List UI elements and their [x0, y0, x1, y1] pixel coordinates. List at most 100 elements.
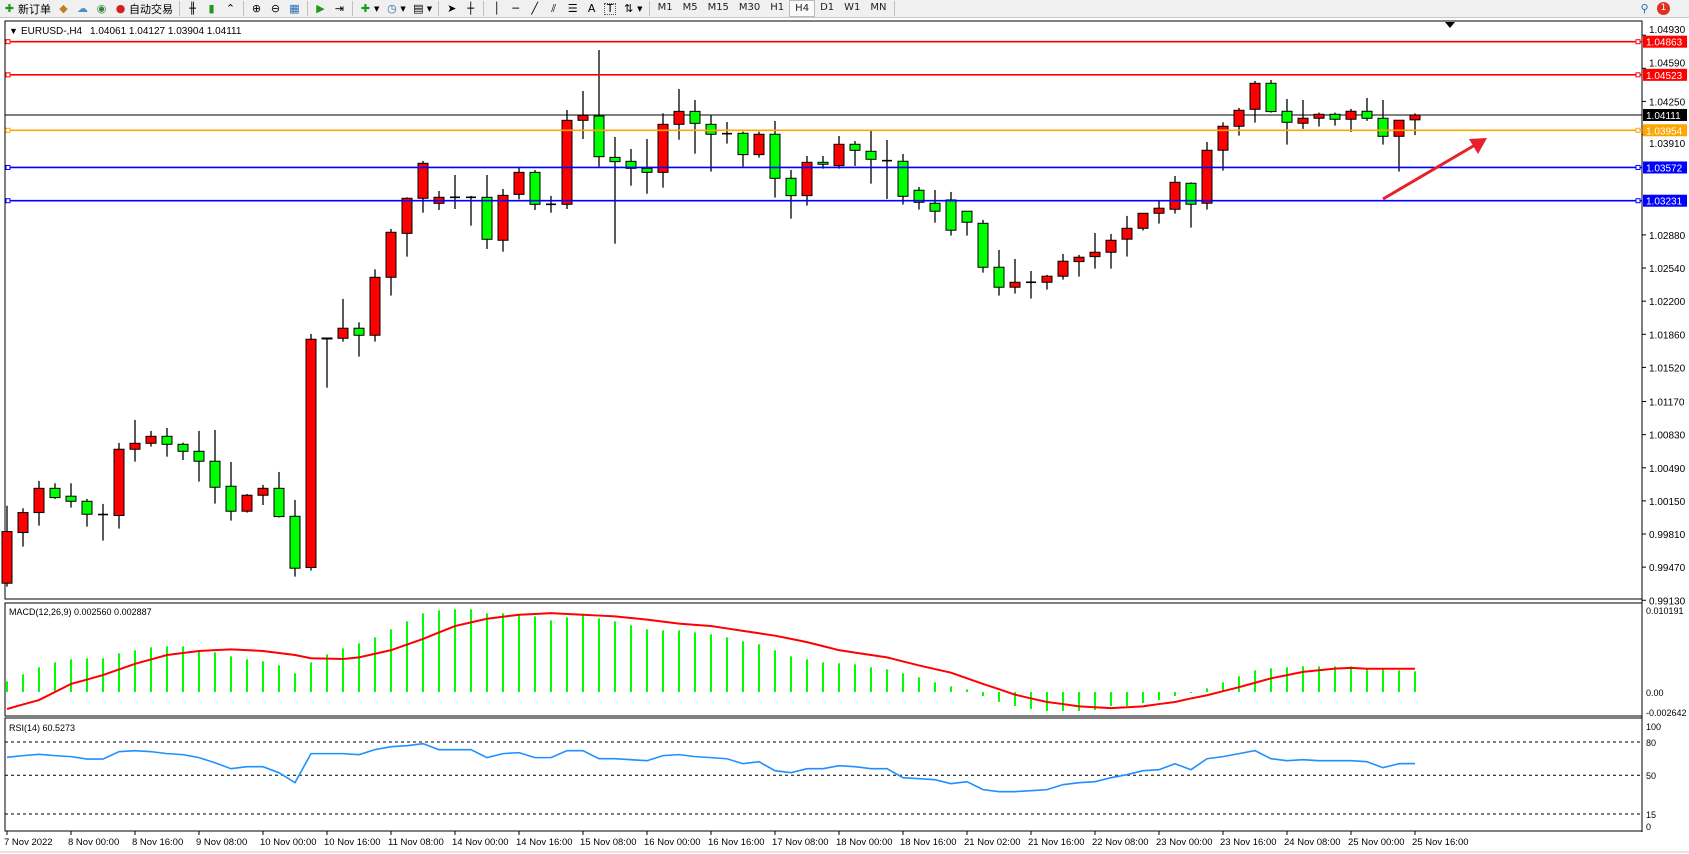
candle [753, 131, 765, 158]
timeframe-w1[interactable]: W1 [844, 2, 861, 13]
timeframe-m5[interactable]: M5 [682, 2, 698, 13]
candle [865, 130, 877, 184]
macd-scale-label: 0.00 [1646, 688, 1664, 698]
timeframe-m15[interactable]: M15 [707, 2, 729, 13]
rsi-scale-label: 50 [1646, 771, 1656, 781]
candle [977, 219, 989, 273]
candlestick-button[interactable]: ▮ [202, 0, 221, 17]
rsi-scale-label: 80 [1646, 738, 1656, 748]
timeframe-mn[interactable]: MN [870, 2, 887, 13]
candle [673, 89, 685, 140]
bar-chart-icon: ╫ [189, 2, 196, 15]
level-price-tag [1643, 161, 1687, 174]
candle [177, 442, 189, 460]
candle [497, 189, 509, 252]
candle [1249, 80, 1261, 123]
candle [801, 155, 813, 206]
new-order-button[interactable]: ✚ 新订单 [0, 0, 54, 17]
candle-body [33, 487, 45, 514]
toolbar-divider [352, 1, 353, 16]
auto-scroll-button[interactable]: ▶ [311, 0, 330, 17]
time-tick-label: 14 Nov 16:00 [516, 837, 573, 848]
candle [417, 160, 429, 213]
trendline-button[interactable]: ╱ [525, 0, 544, 17]
candle-body [593, 115, 605, 158]
candle [337, 298, 349, 342]
toolbar: ✚ 新订单 ◆ ☁ ◉ ● 自动交易 ╫ ▮ ⌃ ⊕ ⊖ ▦ ▶ ⇥ ✚ ▼ ◷ ▼… [0, 0, 1689, 18]
time-tick-label: 21 Nov 16:00 [1028, 837, 1085, 848]
timeframe-d1[interactable]: D1 [820, 2, 835, 13]
horizontal-line-button[interactable]: ─ [506, 0, 525, 17]
cursor-button[interactable]: ➤ [442, 0, 461, 17]
candle [81, 498, 93, 527]
timeframe-h4[interactable]: H4 [789, 0, 816, 17]
candle-body [1009, 281, 1021, 288]
zoom-out-button[interactable]: ⊖ [266, 0, 285, 17]
indicators-button[interactable]: ✚ ▼ [356, 0, 382, 17]
timeframe-m1[interactable]: M1 [657, 2, 673, 13]
candle [401, 197, 413, 257]
candle-body [673, 110, 685, 125]
candle [353, 322, 365, 357]
signals-button[interactable]: ◉ [92, 0, 111, 17]
notifications-button[interactable]: 1 [1654, 0, 1673, 17]
crosshair-button[interactable]: ┼ [461, 0, 480, 17]
candle [817, 155, 829, 169]
zoom-in-button[interactable]: ⊕ [247, 0, 266, 17]
templates-button[interactable]: ▤ ▼ [409, 0, 435, 17]
rsi-scale-label: 100 [1646, 722, 1661, 732]
price-tick-label: 1.01170 [1649, 398, 1685, 409]
candle [385, 228, 397, 296]
chart-shift-button[interactable]: ⇥ [330, 0, 349, 17]
level-handle-left [5, 39, 11, 45]
candle-body [481, 196, 493, 240]
candle-body [49, 487, 61, 499]
text-label-icon: T [604, 2, 617, 15]
tile-windows-button[interactable]: ▦ [285, 0, 304, 17]
candle-body [1281, 110, 1293, 123]
toolbar-divider [438, 1, 440, 16]
price-tick-label: 1.00490 [1649, 464, 1686, 475]
level-price-label: 1.04863 [1646, 38, 1683, 49]
candle [1265, 79, 1277, 113]
candle-body [497, 194, 509, 241]
candle-body [113, 448, 125, 517]
auto-trading-button[interactable]: ● 自动交易 [111, 0, 176, 17]
candle-body [561, 119, 573, 205]
candlestick-icon: ▮ [208, 2, 215, 15]
arrows-button[interactable]: ⇅ ▼ [619, 0, 645, 17]
candle-body [1345, 110, 1357, 120]
chart-window[interactable]: ▼ EURUSD-,H4 1.04061 1.04127 1.03904 1.041… [0, 18, 1689, 854]
bar-chart-button[interactable]: ╫ [183, 0, 202, 17]
periods-button[interactable]: ◷ ▼ [382, 0, 408, 17]
vertical-line-button[interactable]: │ [487, 0, 506, 17]
candle [1073, 254, 1085, 277]
candle-body [737, 132, 749, 156]
timeframe-h1[interactable]: H1 [770, 2, 785, 13]
candle-body [769, 133, 781, 179]
time-tick-label: 21 Nov 02:00 [964, 837, 1021, 848]
chart-ohlc-readout: 1.04061 1.04127 1.03904 1.04111 [90, 26, 242, 37]
text-label-button[interactable]: T [601, 0, 619, 17]
fibonacci-button[interactable]: ☰ [563, 0, 582, 17]
candle-body [1089, 251, 1101, 258]
timeframe-m30[interactable]: M30 [738, 2, 761, 13]
line-chart-button[interactable]: ⌃ [221, 0, 240, 17]
metaeditor-button[interactable]: ☁ [73, 0, 92, 17]
level-handle-left [5, 127, 11, 133]
candle-body [385, 231, 397, 278]
history-center-button[interactable]: ◆ [54, 0, 73, 17]
text-button[interactable]: A [582, 0, 601, 17]
time-tick-label: 18 Nov 00:00 [836, 837, 893, 848]
search-button[interactable]: ⚲ [1635, 0, 1654, 17]
toolbar-divider [648, 1, 650, 16]
candle [161, 428, 173, 457]
candle [1377, 99, 1389, 145]
equidistant-channel-button[interactable]: ⫽ [544, 0, 563, 17]
candle-body [1057, 260, 1069, 277]
candle [913, 186, 925, 210]
candle [481, 174, 493, 249]
candle [1057, 253, 1069, 280]
search-icon: ⚲ [1640, 2, 1649, 15]
candle [897, 153, 909, 205]
